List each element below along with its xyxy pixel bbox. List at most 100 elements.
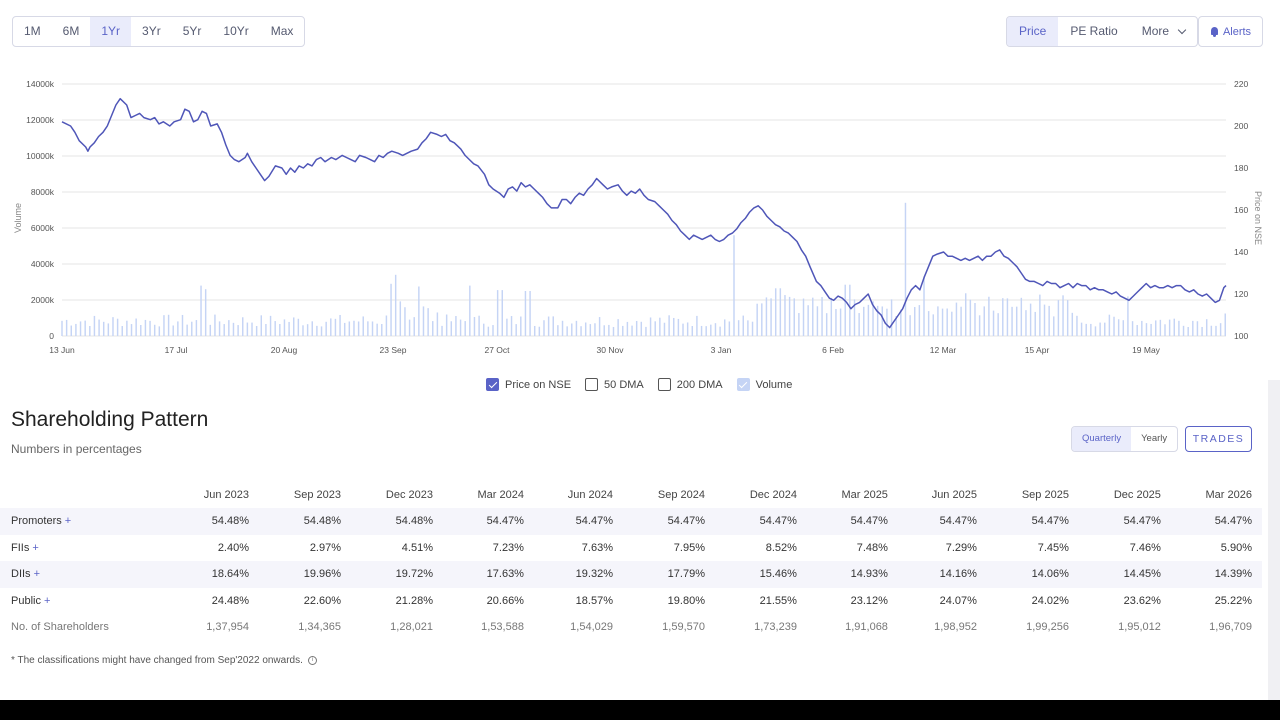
quarterly-button[interactable]: Quarterly: [1072, 427, 1132, 451]
table-cell: 24.48%: [211, 594, 250, 607]
volume-bar: [492, 325, 494, 336]
volume-bar: [297, 318, 300, 336]
volume-bar: [242, 317, 244, 336]
table-row[interactable]: DIIs +18.64% 19.96% 19.72% 17.63% 19.32% 17.79…: [0, 561, 1262, 588]
table-cell: 18.57%: [575, 594, 613, 607]
volume-bar: [1215, 325, 1217, 336]
checkbox-checked-icon[interactable]: [486, 378, 499, 391]
volume-bar: [598, 317, 601, 336]
view-price-button[interactable]: Price: [1007, 17, 1059, 46]
volume-bar: [61, 320, 63, 336]
volume-bar: [552, 316, 554, 336]
range-10yr-button[interactable]: 10Yr: [223, 24, 249, 38]
expand-plus-icon[interactable]: +: [32, 541, 39, 554]
volume-bar: [603, 325, 605, 336]
volume-bar: [102, 321, 105, 336]
table-row[interactable]: Public +24.48% 22.60% 21.28% 20.66% 18.57% 19.…: [0, 588, 1262, 615]
expand-plus-icon[interactable]: +: [64, 515, 72, 528]
volume-bar: [455, 316, 457, 336]
volume-bar: [181, 314, 184, 336]
volume-bar: [98, 319, 100, 336]
left-axis-ticks: 0 2000k 4000k 6000k 8000k 10000k 12000k 14000k: [26, 79, 55, 341]
volume-bar: [668, 315, 670, 336]
volume-bar: [1020, 297, 1023, 336]
table-row[interactable]: FIIs +2.40% 2.97% 4.51% 7.23% 7.63% 7.95% 8.52%…: [0, 535, 1262, 562]
x-axis-ticks: 13 Jun 17 Jul 20 Aug 23 Sep 27 Oct 30 Nov 3 Ja…: [49, 345, 1160, 355]
volume-bar: [802, 298, 805, 336]
range-1yr-button[interactable]: 1Yr: [90, 17, 132, 46]
checkbox-unchecked-icon[interactable]: [657, 378, 671, 391]
row-label-text: DIIs: [11, 568, 31, 581]
info-icon[interactable]: i: [307, 656, 317, 665]
table-cell: 21.28%: [395, 594, 433, 607]
volume-bar: [700, 325, 703, 336]
volume-bar: [635, 320, 638, 336]
volume-bar: [923, 276, 925, 336]
legend-200dma-toggle[interactable]: 200 DMA: [657, 378, 723, 391]
legend-price-toggle[interactable]: Price on NSE: [486, 378, 571, 391]
volume-bar: [853, 299, 856, 336]
section-subtitle: Numbers in percentages: [11, 442, 142, 456]
volume-bar: [867, 304, 870, 336]
volume-bar: [612, 326, 615, 336]
volume-bar: [121, 326, 123, 336]
table-row[interactable]: Promoters +54.48% 54.48% 54.48% 54.47% 54.47%…: [0, 508, 1262, 535]
volume-bar: [761, 303, 763, 336]
table-cell: 54.47%: [1078, 508, 1171, 535]
yearly-button[interactable]: Yearly: [1141, 433, 1168, 444]
volume-bar: [835, 309, 837, 336]
row-label[interactable]: Promoters +: [0, 508, 170, 535]
row-label: No. of Shareholders: [0, 614, 170, 641]
volume-bar: [941, 308, 944, 336]
volume-bar: [1187, 326, 1189, 336]
table-cell: 2.97%: [309, 541, 342, 554]
volume-bar: [251, 322, 253, 336]
volume-bar: [1182, 325, 1185, 336]
volume-bar: [895, 316, 897, 336]
row-label[interactable]: DIIs +: [0, 561, 170, 588]
volume-bar: [265, 323, 267, 336]
expand-plus-icon[interactable]: +: [33, 568, 40, 581]
volume-bar: [418, 286, 420, 336]
column-header: Dec 2024: [749, 489, 797, 501]
legend-volume-toggle[interactable]: Volume: [736, 378, 792, 391]
volume-bar: [204, 289, 207, 336]
expand-plus-icon[interactable]: +: [43, 594, 51, 607]
table-cell: 14.39%: [1170, 561, 1262, 588]
volume-bar: [84, 320, 86, 336]
volume-bar: [450, 321, 453, 336]
right-tick-label: 180: [1234, 163, 1248, 173]
table-cell: 2.40%: [217, 541, 250, 554]
volume-bar: [316, 325, 318, 336]
table-cell: 24.07%: [939, 594, 977, 607]
checkbox-checked-icon[interactable]: [736, 378, 750, 391]
price-volume-chart[interactable]: 02000k4000k6000k8000k10000k12000k14000k …: [0, 60, 1280, 370]
shareholding-table: Jun 2023 Sep 2023 Dec 2023 Mar 2024 Jun 2024…: [0, 482, 1262, 641]
range-max-button[interactable]: Max: [270, 24, 294, 38]
table-cell: 1,34,365: [298, 621, 342, 634]
volume-bar: [191, 321, 193, 336]
row-label[interactable]: FIIs +: [0, 535, 170, 562]
volume-bar: [320, 326, 323, 336]
volume-bar: [496, 290, 499, 336]
volume-bar: [260, 315, 263, 336]
range-1m-button[interactable]: 1M: [24, 24, 41, 38]
table-cell: 22.60%: [303, 594, 342, 607]
volume-bar: [195, 320, 198, 336]
range-6m-button[interactable]: 6M: [62, 24, 80, 38]
volume-bar: [269, 315, 272, 336]
column-header: Jun 2023: [203, 489, 250, 501]
trades-button[interactable]: TRADES: [1185, 426, 1252, 452]
view-more-dropdown[interactable]: More: [1130, 17, 1197, 46]
volume-bar: [1043, 304, 1046, 336]
range-5yr-button[interactable]: 5Yr: [182, 24, 202, 38]
legend-50dma-toggle[interactable]: 50 DMA: [585, 378, 644, 391]
volume-bar: [821, 296, 823, 336]
table-cell: 54.47%: [1170, 508, 1262, 535]
volume-bar: [390, 283, 392, 336]
checkbox-unchecked-icon[interactable]: [585, 378, 599, 391]
range-3yr-button[interactable]: 3Yr: [142, 24, 161, 38]
alerts-button[interactable]: Alerts: [1198, 16, 1263, 47]
row-label[interactable]: Public +: [0, 588, 170, 615]
view-pe-ratio-button[interactable]: PE Ratio: [1070, 24, 1118, 38]
